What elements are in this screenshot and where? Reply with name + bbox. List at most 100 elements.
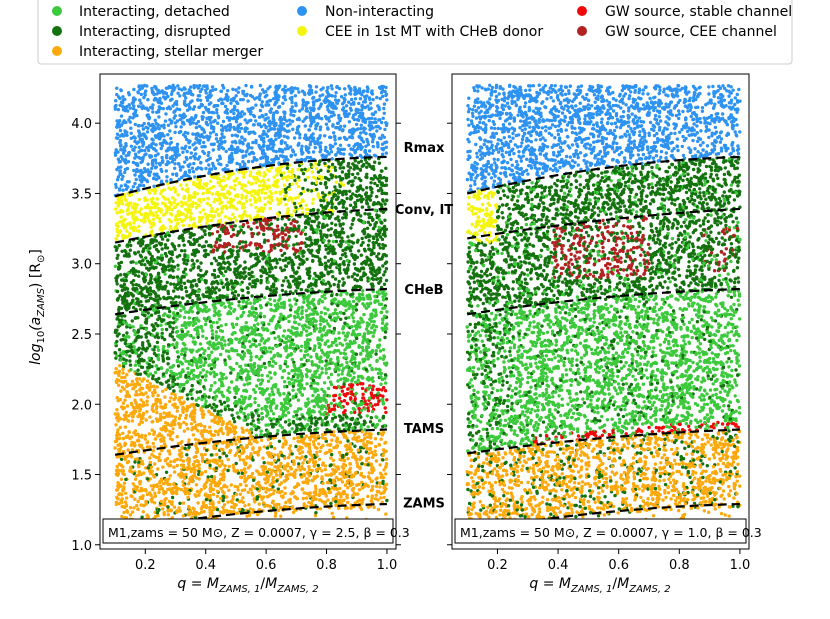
scatter-point bbox=[319, 198, 323, 203]
scatter-point bbox=[256, 255, 260, 259]
scatter-point bbox=[208, 319, 212, 324]
scatter-point bbox=[247, 314, 251, 318]
scatter-point bbox=[360, 375, 364, 380]
scatter-point bbox=[329, 372, 334, 377]
scatter-point bbox=[304, 203, 308, 207]
scatter-point bbox=[363, 100, 368, 104]
scatter-point bbox=[254, 252, 258, 256]
scatter-point bbox=[283, 491, 287, 496]
scatter-point bbox=[134, 210, 138, 214]
scatter-point bbox=[355, 461, 359, 465]
scatter-point bbox=[190, 166, 195, 170]
scatter-point bbox=[356, 172, 360, 176]
scatter-point bbox=[311, 197, 315, 201]
scatter-point bbox=[162, 482, 166, 486]
scatter-point bbox=[114, 330, 118, 335]
scatter-point bbox=[366, 425, 370, 429]
scatter-point bbox=[223, 215, 228, 219]
legend-marker-2 bbox=[577, 6, 587, 16]
scatter-point bbox=[249, 217, 253, 222]
legend-entry-3: Interacting, disrupted bbox=[52, 24, 231, 40]
scatter-point bbox=[179, 308, 183, 313]
scatter-point bbox=[222, 451, 226, 455]
scatter-point bbox=[335, 312, 339, 316]
scatter-point bbox=[376, 391, 380, 395]
scatter-point bbox=[200, 235, 204, 239]
scatter-point bbox=[275, 173, 279, 177]
scatter-point bbox=[351, 354, 355, 358]
scatter-point bbox=[131, 160, 136, 165]
scatter-point bbox=[210, 192, 215, 196]
scatter-point bbox=[195, 259, 199, 263]
scatter-point bbox=[195, 390, 199, 394]
scatter-point bbox=[236, 488, 240, 492]
scatter-point bbox=[304, 309, 308, 313]
scatter-point bbox=[327, 330, 331, 334]
scatter-point bbox=[383, 330, 388, 334]
scatter-point bbox=[203, 322, 208, 327]
scatter-point bbox=[337, 498, 342, 502]
scatter-point bbox=[303, 92, 307, 97]
scatter-point bbox=[304, 434, 309, 438]
scatter-point bbox=[308, 438, 312, 442]
scatter-point bbox=[257, 420, 261, 425]
scatter-point bbox=[356, 364, 361, 368]
scatter-point bbox=[220, 210, 224, 214]
scatter-point bbox=[121, 364, 126, 369]
scatter-point bbox=[282, 392, 286, 396]
scatter-point bbox=[375, 194, 379, 199]
scatter-point bbox=[251, 484, 255, 488]
scatter-point bbox=[306, 397, 310, 401]
scatter-point bbox=[334, 91, 338, 95]
scatter-point bbox=[353, 87, 357, 91]
scatter-point bbox=[150, 323, 154, 327]
scatter-point bbox=[249, 227, 253, 231]
scatter-point bbox=[271, 364, 275, 368]
scatter-point bbox=[371, 323, 376, 327]
scatter-point bbox=[233, 395, 237, 400]
scatter-point bbox=[247, 396, 251, 401]
scatter-point bbox=[182, 356, 186, 360]
scatter-point bbox=[194, 122, 199, 126]
scatter-point bbox=[172, 289, 176, 293]
scatter-point bbox=[165, 368, 170, 372]
scatter-point bbox=[344, 207, 349, 211]
scatter-point bbox=[313, 390, 317, 394]
scatter-point bbox=[115, 408, 119, 412]
scatter-point bbox=[221, 119, 226, 124]
scatter-point bbox=[225, 495, 229, 499]
legend-marker-5 bbox=[577, 26, 587, 36]
scatter-point bbox=[249, 355, 253, 359]
scatter-point bbox=[279, 401, 283, 406]
scatter-point bbox=[333, 165, 337, 170]
scatter-point bbox=[187, 239, 191, 244]
scatter-point bbox=[139, 398, 143, 402]
scatter-point bbox=[205, 116, 209, 121]
scatter-point bbox=[175, 317, 179, 321]
scatter-point bbox=[194, 125, 199, 130]
scatter-point bbox=[379, 235, 383, 239]
scatter-point bbox=[249, 358, 253, 362]
scatter-point bbox=[137, 197, 141, 202]
scatter-point bbox=[231, 463, 236, 467]
scatter-point bbox=[198, 378, 202, 383]
scatter-point bbox=[357, 101, 361, 106]
scatter-point bbox=[291, 150, 296, 154]
scatter-point bbox=[158, 412, 163, 417]
scatter-point bbox=[262, 445, 266, 449]
scatter-point bbox=[114, 367, 118, 371]
scatter-point bbox=[239, 475, 243, 479]
scatter-point bbox=[243, 470, 248, 475]
scatter-point bbox=[245, 121, 249, 125]
scatter-point bbox=[117, 265, 121, 269]
scatter-point bbox=[207, 163, 211, 167]
scatter-point bbox=[350, 417, 354, 422]
scatter-point bbox=[247, 339, 252, 344]
scatter-point bbox=[179, 458, 183, 462]
scatter-point bbox=[230, 254, 234, 258]
scatter-point bbox=[138, 372, 143, 376]
scatter-point bbox=[128, 363, 133, 367]
scatter-point bbox=[283, 401, 287, 405]
legend-entry-6: Interacting, stellar merger bbox=[52, 44, 263, 60]
scatter-point bbox=[351, 218, 355, 222]
